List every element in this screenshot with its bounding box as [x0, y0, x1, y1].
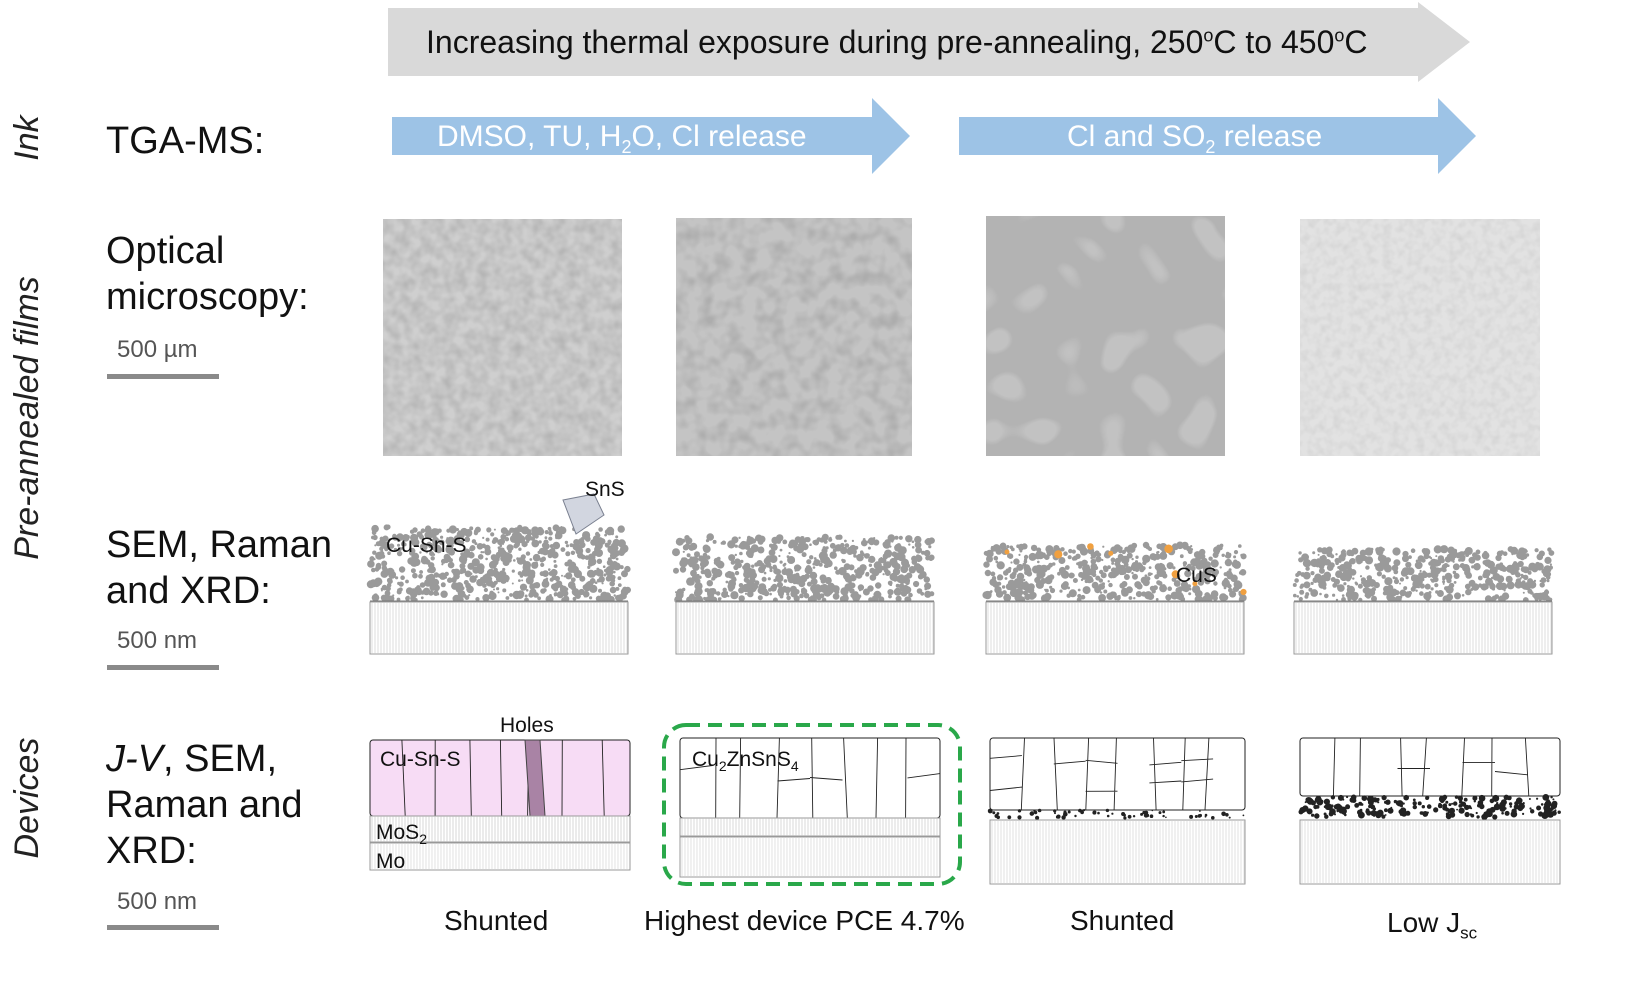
device-2-mo	[679, 836, 941, 878]
caption-2: Highest device PCE 4.7%	[644, 905, 965, 936]
sem-substrate-1	[369, 601, 629, 655]
sem-film-3	[982, 541, 1247, 604]
devices-scale-bar	[107, 925, 219, 930]
optical-scale-bar	[107, 374, 219, 379]
device-4-absorber	[1299, 737, 1561, 797]
caption-1: Shunted	[444, 905, 549, 936]
device-cu-sn-s-annotation: Cu-Sn-S	[380, 748, 461, 771]
cu-sn-s-annotation: Cu-Sn-S	[386, 534, 467, 557]
thermal-exposure-text: Increasing thermal exposure during pre-a…	[426, 24, 1368, 60]
mo-annotation: Mo	[376, 850, 406, 873]
caption-4: Low Jsc	[1387, 907, 1478, 943]
czts-annotation: Cu2ZnSnS4	[692, 748, 799, 775]
device-3-particles	[987, 808, 1245, 821]
sem-raman-xrd-label: SEM, Raman and XRD:	[106, 524, 332, 612]
sem-scale-text: 500 nm	[117, 627, 198, 654]
mos2-annotation: MoS2	[376, 821, 427, 848]
sem-substrate-4	[1293, 601, 1553, 655]
micrograph-4	[1300, 219, 1540, 456]
device-2-absorber	[679, 737, 941, 819]
device-4-substrate	[1299, 819, 1561, 885]
cus-annotation: CuS	[1176, 564, 1217, 587]
micrograph-2	[676, 218, 912, 456]
best-device-highlight	[662, 723, 962, 886]
tga-arrow2-text: Cl and SO2 release	[1067, 120, 1323, 157]
sem-film-2	[672, 533, 935, 604]
sns-annotation: SnS	[585, 478, 625, 501]
micrograph-3	[986, 216, 1225, 456]
device-1-mos2	[369, 815, 631, 843]
devices-scale-text: 500 nm	[117, 888, 198, 915]
device-3-absorber	[989, 737, 1246, 811]
sns-crystal	[562, 493, 605, 535]
micrograph-1	[383, 219, 622, 456]
sem-scale-bar	[107, 665, 219, 670]
optical-scale-text: 500 µm	[117, 336, 198, 363]
tga-ms-label: TGA-MS:	[106, 120, 265, 162]
device-2-mos2	[679, 817, 941, 837]
sem-film-4	[1292, 545, 1555, 604]
devices-label: J-V, SEM, Raman and XRD:	[106, 738, 303, 872]
sem-substrate-3	[985, 601, 1245, 655]
optical-microscopy-label: Optical microscopy:	[106, 230, 309, 318]
device-3-substrate	[989, 819, 1246, 885]
caption-3: Shunted	[1070, 905, 1175, 936]
sem-film-1	[366, 524, 631, 604]
sem-substrate-2	[675, 601, 935, 655]
holes-annotation: Holes	[500, 714, 554, 737]
device-1-mo	[369, 842, 631, 871]
tga-arrow1-text: DMSO, TU, H2O, Cl release	[437, 120, 807, 157]
device-4-particles	[1298, 794, 1561, 821]
